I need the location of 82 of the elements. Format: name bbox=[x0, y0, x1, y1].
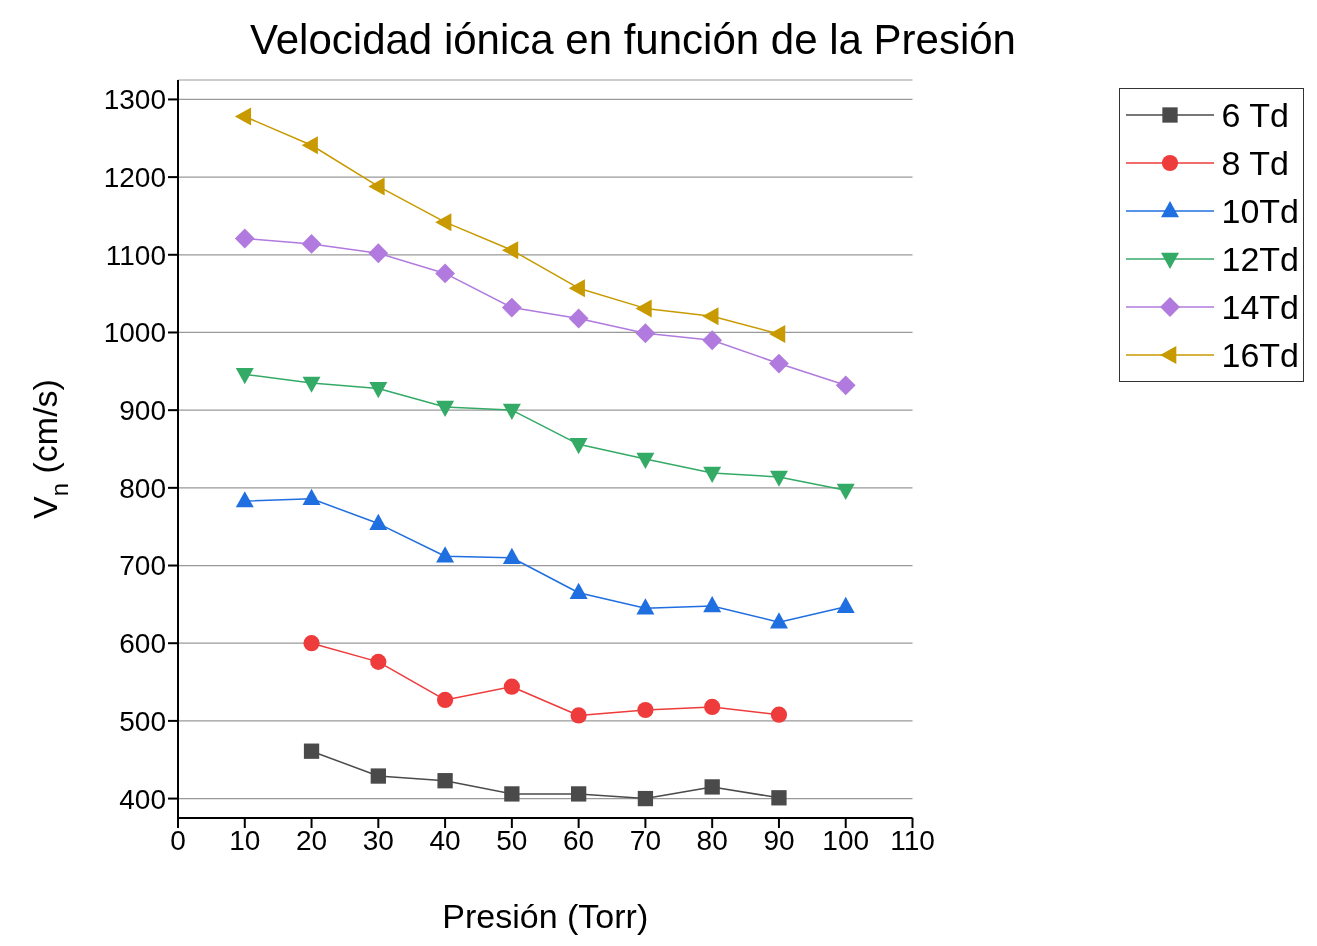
point bbox=[568, 279, 585, 298]
point bbox=[301, 136, 318, 155]
point bbox=[769, 325, 786, 344]
point bbox=[436, 546, 455, 563]
x-tick-label: 90 bbox=[763, 824, 795, 856]
legend-label: 6 Td bbox=[1221, 95, 1289, 135]
point bbox=[303, 743, 320, 759]
point bbox=[769, 470, 788, 487]
point bbox=[503, 678, 520, 695]
point bbox=[504, 786, 520, 802]
point bbox=[637, 790, 654, 807]
y-tick-label: 800 bbox=[119, 472, 166, 504]
point bbox=[703, 466, 722, 483]
y-tick-label: 600 bbox=[119, 628, 166, 660]
point bbox=[771, 790, 787, 806]
point bbox=[703, 596, 722, 613]
x-tick-label: 50 bbox=[496, 824, 528, 856]
point bbox=[570, 707, 587, 724]
x-tick-label: 70 bbox=[629, 824, 661, 856]
point bbox=[368, 177, 385, 196]
point bbox=[436, 691, 454, 709]
y-tick-label: 700 bbox=[119, 550, 166, 582]
point bbox=[570, 786, 587, 802]
point bbox=[234, 107, 252, 126]
point bbox=[836, 483, 855, 501]
point bbox=[436, 400, 455, 417]
x-tick-label: 100 bbox=[822, 824, 870, 856]
x-tick-label: 40 bbox=[429, 824, 461, 856]
legend-label: 10Td bbox=[1221, 191, 1299, 231]
y-tick-label: 900 bbox=[119, 395, 166, 427]
point bbox=[704, 779, 720, 795]
point bbox=[370, 768, 386, 784]
legend-label: 16Td bbox=[1221, 335, 1299, 375]
point bbox=[502, 403, 521, 421]
point bbox=[702, 307, 719, 326]
point bbox=[769, 612, 788, 629]
point bbox=[635, 299, 652, 318]
point bbox=[235, 491, 254, 508]
point bbox=[502, 547, 521, 565]
point bbox=[835, 375, 856, 396]
x-tick-label: 20 bbox=[295, 824, 328, 856]
x-tick-label: 30 bbox=[362, 824, 394, 856]
point bbox=[501, 241, 519, 260]
point bbox=[235, 368, 254, 385]
point bbox=[636, 598, 655, 615]
point bbox=[568, 308, 589, 329]
point bbox=[637, 701, 654, 719]
x-axis-title: Presión (Torr) bbox=[442, 897, 649, 935]
point bbox=[636, 452, 655, 469]
y-tick-label: 1100 bbox=[105, 239, 166, 271]
point bbox=[437, 773, 453, 789]
point bbox=[302, 488, 321, 506]
point bbox=[234, 228, 255, 249]
legend-label: 8 Td bbox=[1221, 143, 1289, 183]
x-tick-label: 0 bbox=[170, 824, 186, 856]
point bbox=[303, 635, 320, 652]
point bbox=[301, 234, 322, 254]
point bbox=[704, 698, 721, 716]
point bbox=[435, 213, 452, 232]
x-tick-label: 80 bbox=[696, 824, 728, 856]
legend-label: 12Td bbox=[1221, 239, 1299, 279]
point bbox=[769, 353, 789, 374]
y-tick-label: 1000 bbox=[103, 317, 166, 349]
legend-label: 14Td bbox=[1221, 287, 1299, 327]
x-tick-label: 60 bbox=[563, 824, 595, 856]
point bbox=[501, 297, 522, 318]
point bbox=[770, 706, 788, 723]
point bbox=[302, 376, 321, 393]
y-tick-label: 1300 bbox=[103, 84, 166, 116]
point bbox=[702, 330, 723, 351]
point bbox=[369, 382, 388, 399]
chart-title: Velocidad iónica en función de la Presión bbox=[249, 16, 1017, 64]
x-tick-label: 110 bbox=[890, 824, 935, 856]
point bbox=[635, 323, 656, 344]
point bbox=[569, 582, 588, 600]
point bbox=[368, 243, 389, 264]
y-tick-label: 500 bbox=[119, 705, 166, 737]
point bbox=[370, 653, 387, 670]
y-tick-label: 1200 bbox=[103, 162, 166, 194]
point bbox=[435, 263, 455, 284]
x-tick-label: 10 bbox=[229, 824, 261, 856]
y-tick-label: 400 bbox=[119, 783, 166, 815]
